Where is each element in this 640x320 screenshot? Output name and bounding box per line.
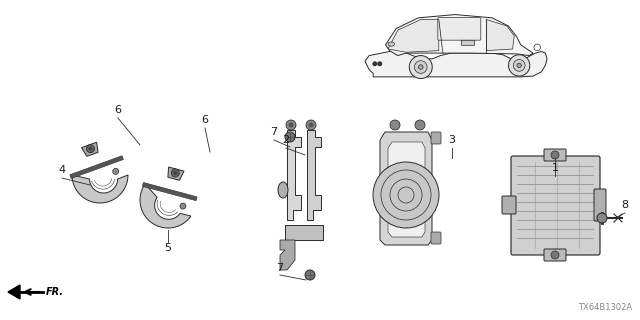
Text: TX64B1302A: TX64B1302A: [578, 303, 632, 312]
Circle shape: [551, 151, 559, 159]
Circle shape: [415, 61, 427, 73]
Circle shape: [113, 168, 118, 174]
Circle shape: [86, 145, 95, 153]
Ellipse shape: [388, 42, 394, 46]
Polygon shape: [72, 175, 128, 203]
Circle shape: [415, 120, 425, 130]
Polygon shape: [307, 130, 321, 220]
FancyBboxPatch shape: [438, 18, 481, 40]
FancyBboxPatch shape: [511, 156, 600, 255]
FancyBboxPatch shape: [502, 196, 516, 214]
FancyBboxPatch shape: [461, 40, 475, 45]
FancyBboxPatch shape: [544, 149, 566, 161]
Text: 2: 2: [282, 135, 289, 145]
Circle shape: [372, 61, 378, 66]
Circle shape: [305, 270, 315, 280]
Circle shape: [410, 56, 432, 78]
Circle shape: [289, 123, 294, 127]
Text: 1: 1: [552, 163, 559, 173]
FancyBboxPatch shape: [431, 132, 441, 144]
Text: 6: 6: [115, 105, 122, 115]
Circle shape: [390, 120, 400, 130]
Polygon shape: [388, 142, 425, 237]
Polygon shape: [168, 167, 184, 180]
Circle shape: [378, 61, 382, 66]
Circle shape: [88, 147, 92, 151]
Circle shape: [551, 251, 559, 259]
Circle shape: [306, 120, 316, 130]
Text: 8: 8: [621, 200, 628, 210]
Circle shape: [308, 123, 314, 127]
Polygon shape: [486, 20, 515, 51]
Circle shape: [513, 60, 525, 71]
Text: 7: 7: [276, 263, 284, 273]
Circle shape: [597, 213, 607, 223]
Polygon shape: [70, 156, 124, 179]
Text: 4: 4: [58, 165, 65, 175]
Circle shape: [509, 55, 530, 76]
Polygon shape: [385, 15, 533, 56]
Polygon shape: [142, 182, 197, 201]
Circle shape: [285, 132, 295, 142]
FancyBboxPatch shape: [594, 189, 606, 221]
Polygon shape: [380, 132, 432, 245]
Text: 5: 5: [164, 243, 172, 253]
FancyBboxPatch shape: [431, 232, 441, 244]
Circle shape: [373, 162, 439, 228]
Circle shape: [180, 203, 186, 209]
Ellipse shape: [278, 182, 288, 198]
Polygon shape: [81, 142, 98, 156]
Circle shape: [517, 63, 522, 68]
FancyBboxPatch shape: [544, 249, 566, 261]
Circle shape: [172, 169, 179, 177]
Text: 7: 7: [271, 127, 278, 137]
Polygon shape: [287, 130, 301, 220]
Text: 6: 6: [202, 115, 209, 125]
Circle shape: [173, 171, 177, 175]
Polygon shape: [140, 184, 191, 228]
Circle shape: [419, 65, 423, 69]
Text: 3: 3: [449, 135, 456, 145]
Polygon shape: [285, 225, 323, 240]
Polygon shape: [280, 240, 295, 270]
Circle shape: [286, 120, 296, 130]
Polygon shape: [365, 51, 547, 77]
Text: FR.: FR.: [46, 287, 64, 297]
Polygon shape: [388, 20, 439, 52]
Polygon shape: [8, 285, 20, 299]
